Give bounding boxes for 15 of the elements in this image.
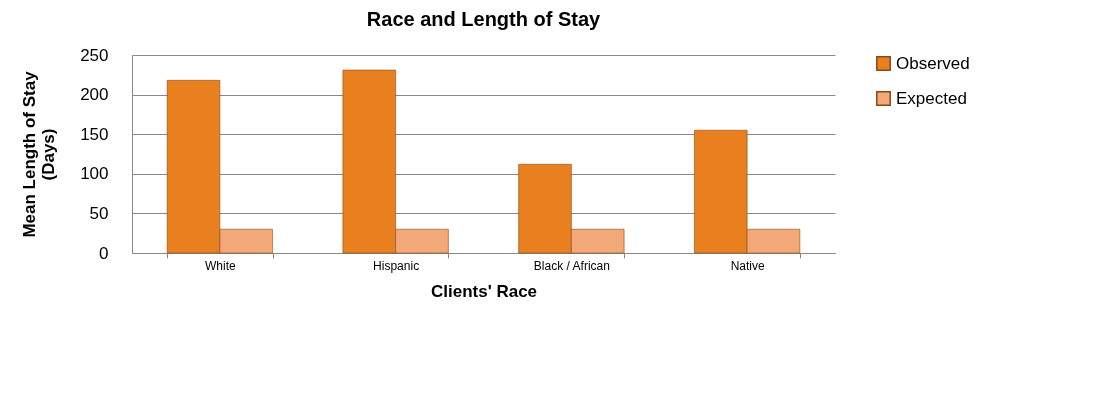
y-tick-label: 50 [89, 203, 109, 223]
chart-title: Race and Length of Stay [366, 8, 602, 30]
y-tick-label: 100 [80, 164, 109, 184]
legend-label: Expected [896, 88, 967, 108]
x-axis-title: Clients' Race [430, 281, 538, 301]
legend-label: Observed [896, 53, 970, 73]
x-tick-label: Native [730, 258, 765, 273]
x-tick-label: Black / African [533, 258, 610, 273]
y-tick-label: 150 [80, 124, 109, 144]
y-tick-label: 250 [80, 45, 109, 65]
y-axis-title: Mean Length of Stay (Days) [20, 70, 59, 238]
x-tick-label: Hispanic [373, 258, 420, 273]
y-tick-label: 0 [99, 243, 109, 263]
y-tick-label: 200 [80, 85, 109, 105]
x-tick-label: White [205, 258, 237, 273]
